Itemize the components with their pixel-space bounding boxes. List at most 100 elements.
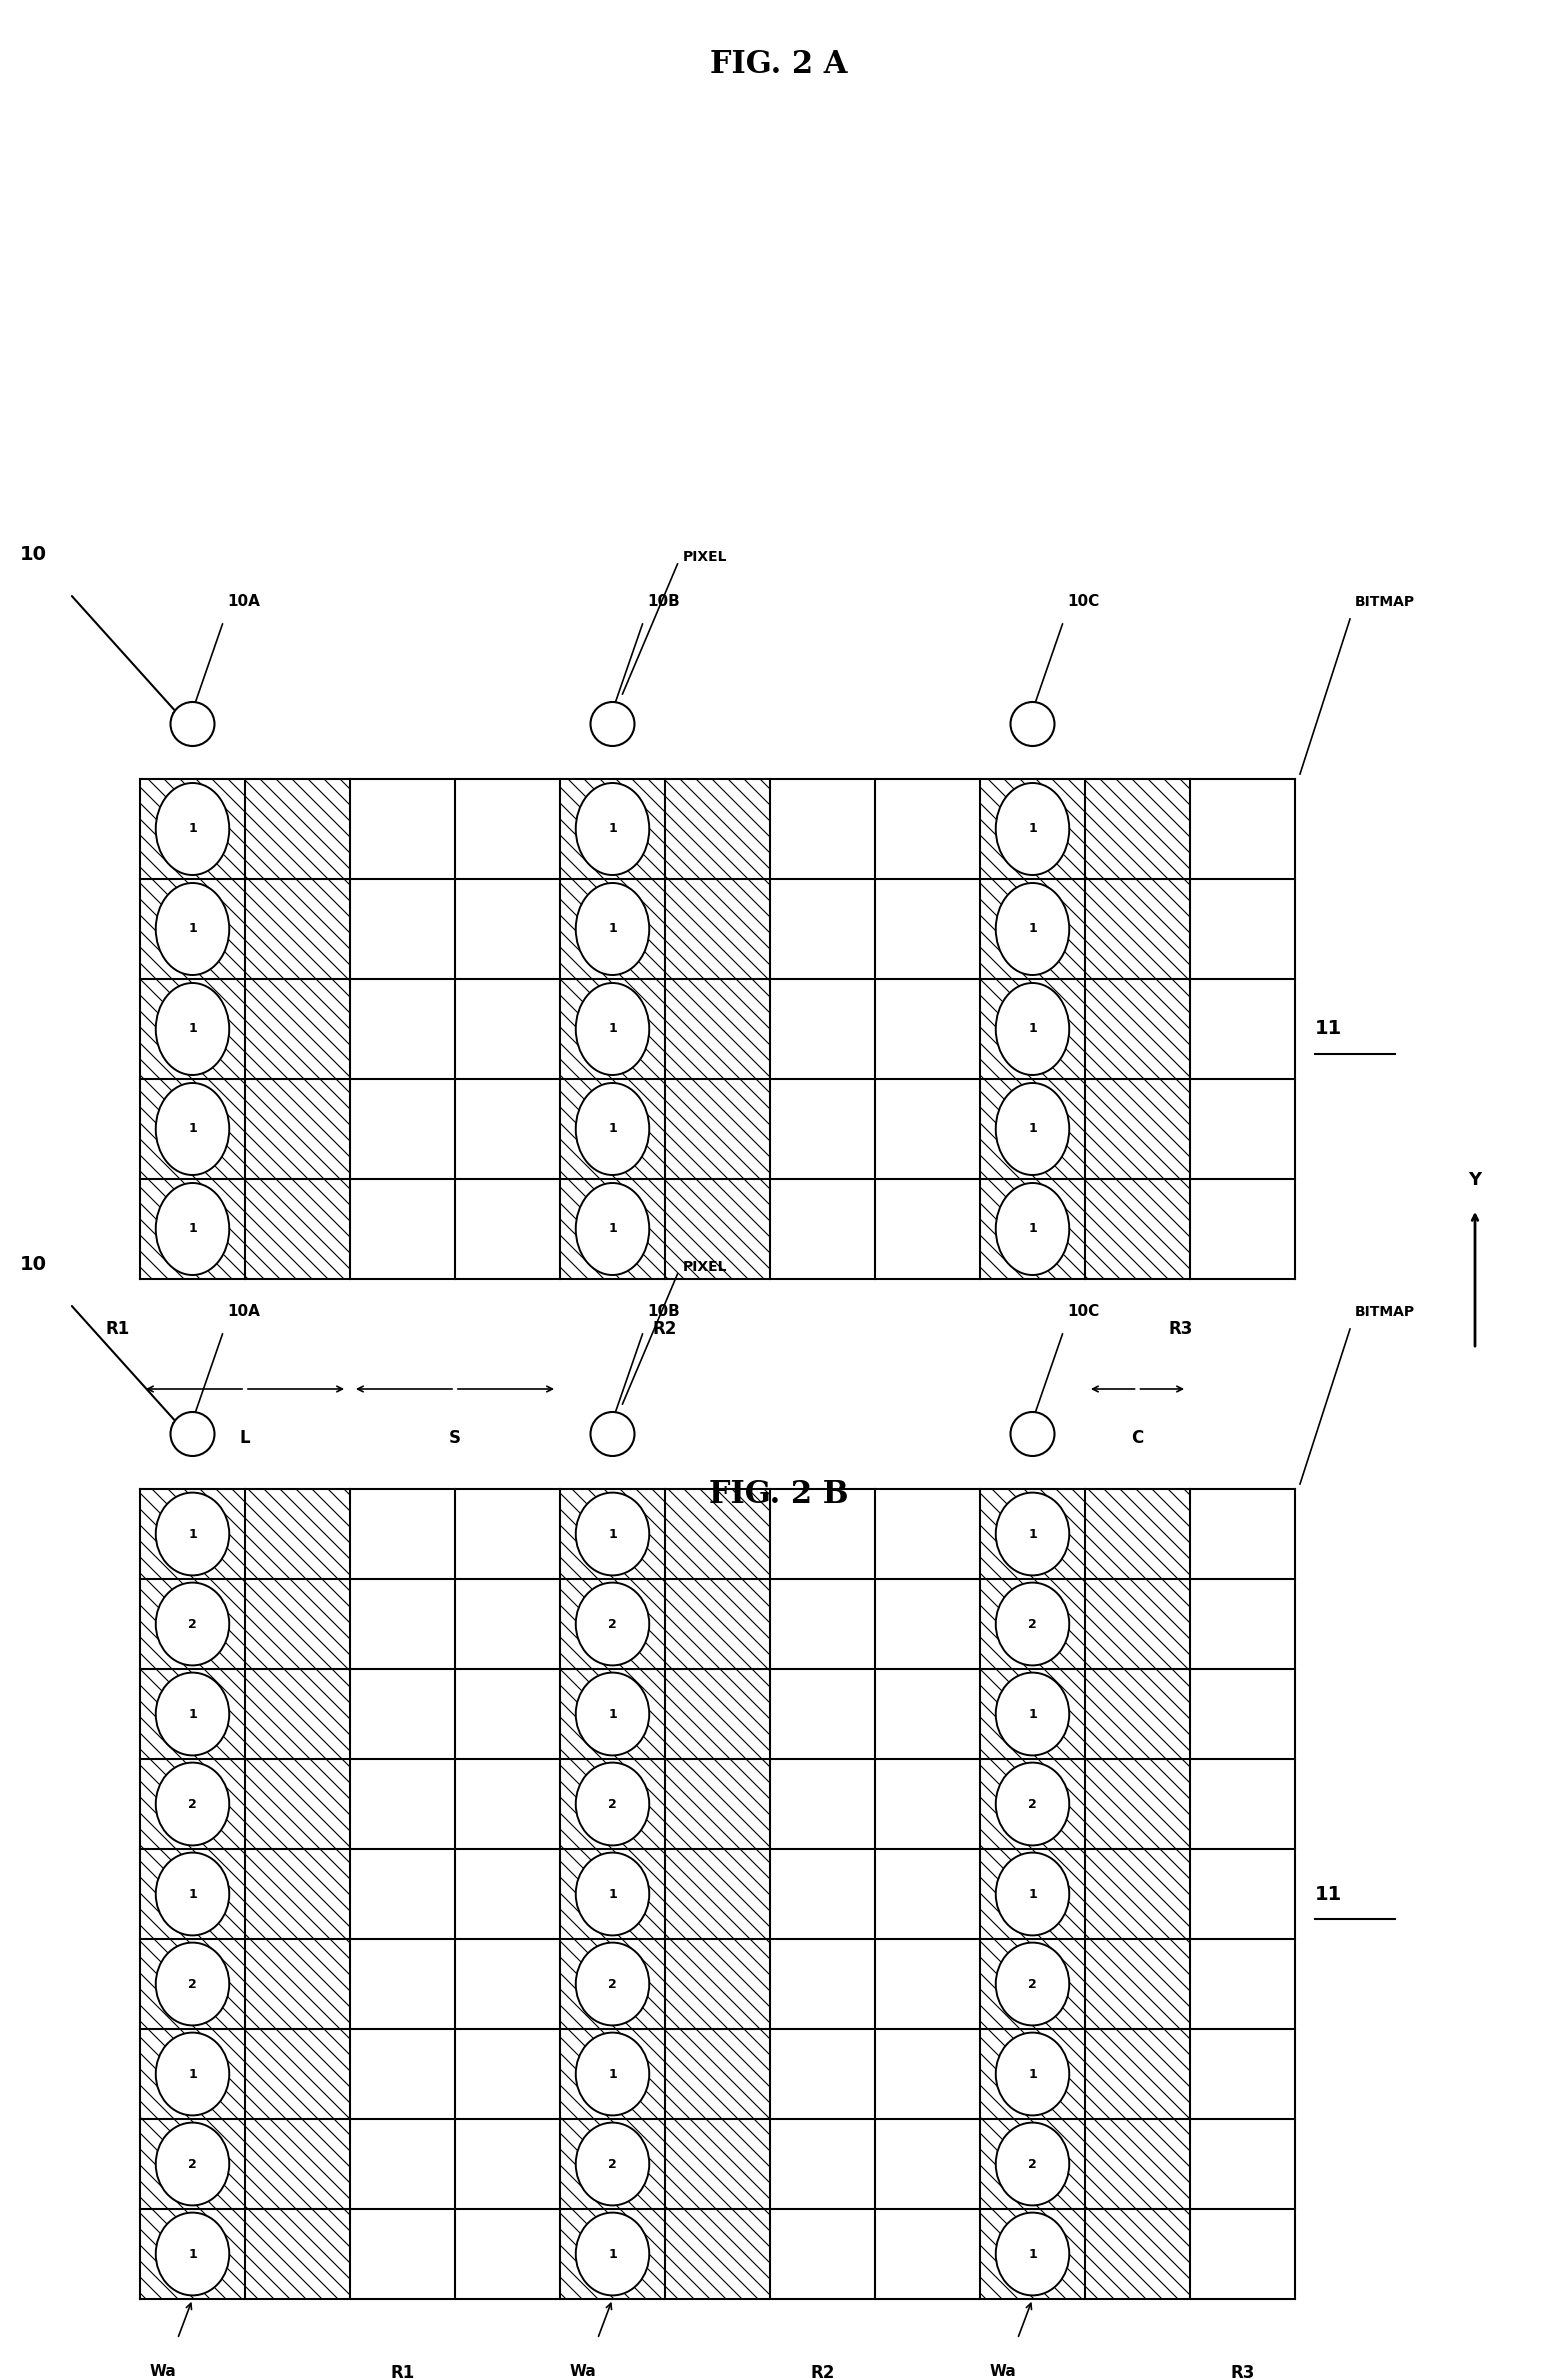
Text: 1: 1 <box>189 1023 196 1035</box>
Text: Wa: Wa <box>569 2365 596 2379</box>
Ellipse shape <box>156 883 229 975</box>
Text: 1: 1 <box>189 1887 196 1901</box>
Text: 1: 1 <box>189 923 196 935</box>
Text: L: L <box>240 1430 251 1446</box>
Ellipse shape <box>996 883 1069 975</box>
Ellipse shape <box>575 2032 649 2115</box>
Text: BITMAP: BITMAP <box>1355 595 1416 609</box>
Ellipse shape <box>575 1082 649 1175</box>
Text: R2: R2 <box>811 2365 834 2379</box>
Ellipse shape <box>156 2122 229 2205</box>
Ellipse shape <box>996 2212 1069 2296</box>
Ellipse shape <box>996 1853 1069 1937</box>
Text: FIG. 2 B: FIG. 2 B <box>709 1480 848 1511</box>
Text: 1: 1 <box>608 1708 617 1720</box>
Ellipse shape <box>996 1672 1069 1756</box>
Text: 2: 2 <box>189 1618 196 1630</box>
Text: 10A: 10A <box>228 595 260 609</box>
Text: 10B: 10B <box>647 595 680 609</box>
Ellipse shape <box>156 2212 229 2296</box>
Text: Wa: Wa <box>988 2365 1016 2379</box>
Text: 10C: 10C <box>1068 595 1099 609</box>
Text: Y: Y <box>1469 1170 1481 1190</box>
Text: 1: 1 <box>608 923 617 935</box>
Text: 1: 1 <box>608 1023 617 1035</box>
Circle shape <box>1010 1413 1054 1456</box>
Ellipse shape <box>996 1763 1069 1846</box>
Ellipse shape <box>996 2122 1069 2205</box>
Ellipse shape <box>996 1944 1069 2025</box>
Ellipse shape <box>156 1763 229 1846</box>
Text: 1: 1 <box>189 1123 196 1135</box>
Text: 2: 2 <box>608 1618 617 1630</box>
Text: 10: 10 <box>20 545 47 564</box>
Ellipse shape <box>575 1944 649 2025</box>
Text: FIG. 2 A: FIG. 2 A <box>711 50 848 81</box>
Text: 2: 2 <box>189 1799 196 1810</box>
Ellipse shape <box>156 1672 229 1756</box>
Text: 2: 2 <box>1027 1618 1037 1630</box>
Ellipse shape <box>575 2122 649 2205</box>
Text: R2: R2 <box>653 1320 677 1337</box>
Text: 1: 1 <box>1027 1023 1037 1035</box>
Text: 2: 2 <box>1027 2158 1037 2170</box>
Ellipse shape <box>996 1582 1069 1665</box>
Text: 1: 1 <box>608 1123 617 1135</box>
Text: PIXEL: PIXEL <box>683 550 726 564</box>
Ellipse shape <box>575 1582 649 1665</box>
Text: 1: 1 <box>1027 2248 1037 2260</box>
Circle shape <box>170 702 215 747</box>
Text: 2: 2 <box>189 2158 196 2170</box>
Text: R1: R1 <box>106 1320 129 1337</box>
Ellipse shape <box>156 2032 229 2115</box>
Text: 1: 1 <box>189 2067 196 2082</box>
Ellipse shape <box>575 1853 649 1937</box>
Ellipse shape <box>575 783 649 875</box>
Ellipse shape <box>575 1763 649 1846</box>
Text: 1: 1 <box>189 1223 196 1235</box>
Ellipse shape <box>156 1182 229 1275</box>
Text: R3: R3 <box>1169 1320 1193 1337</box>
Text: 11: 11 <box>1314 1884 1342 1903</box>
Text: 1: 1 <box>189 1708 196 1720</box>
Text: 1: 1 <box>608 2248 617 2260</box>
Circle shape <box>170 1413 215 1456</box>
Text: 1: 1 <box>1027 1708 1037 1720</box>
Text: C: C <box>1132 1430 1144 1446</box>
Ellipse shape <box>575 2212 649 2296</box>
Text: 2: 2 <box>608 1799 617 1810</box>
Text: 1: 1 <box>1027 923 1037 935</box>
Circle shape <box>591 702 635 747</box>
Ellipse shape <box>156 1492 229 1575</box>
Text: 11: 11 <box>1314 1021 1342 1040</box>
Ellipse shape <box>156 1582 229 1665</box>
Text: S: S <box>449 1430 461 1446</box>
Text: 1: 1 <box>1027 2067 1037 2082</box>
Text: 2: 2 <box>189 1977 196 1991</box>
Circle shape <box>591 1413 635 1456</box>
Ellipse shape <box>996 1082 1069 1175</box>
Text: 1: 1 <box>1027 1887 1037 1901</box>
Text: 2: 2 <box>1027 1799 1037 1810</box>
Text: 1: 1 <box>189 823 196 835</box>
Text: 10: 10 <box>20 1256 47 1275</box>
Ellipse shape <box>575 883 649 975</box>
Ellipse shape <box>996 1182 1069 1275</box>
Text: 1: 1 <box>608 1223 617 1235</box>
Text: 1: 1 <box>608 823 617 835</box>
Text: 1: 1 <box>608 2067 617 2082</box>
Ellipse shape <box>996 1492 1069 1575</box>
Ellipse shape <box>156 1944 229 2025</box>
Ellipse shape <box>156 983 229 1075</box>
Text: 1: 1 <box>1027 1527 1037 1542</box>
Ellipse shape <box>996 2032 1069 2115</box>
Ellipse shape <box>156 1082 229 1175</box>
Text: 1: 1 <box>189 2248 196 2260</box>
Circle shape <box>1010 702 1054 747</box>
Ellipse shape <box>156 1853 229 1937</box>
Ellipse shape <box>575 1672 649 1756</box>
Text: 1: 1 <box>1027 1123 1037 1135</box>
Text: 10A: 10A <box>228 1304 260 1318</box>
Ellipse shape <box>575 983 649 1075</box>
Text: 1: 1 <box>1027 823 1037 835</box>
